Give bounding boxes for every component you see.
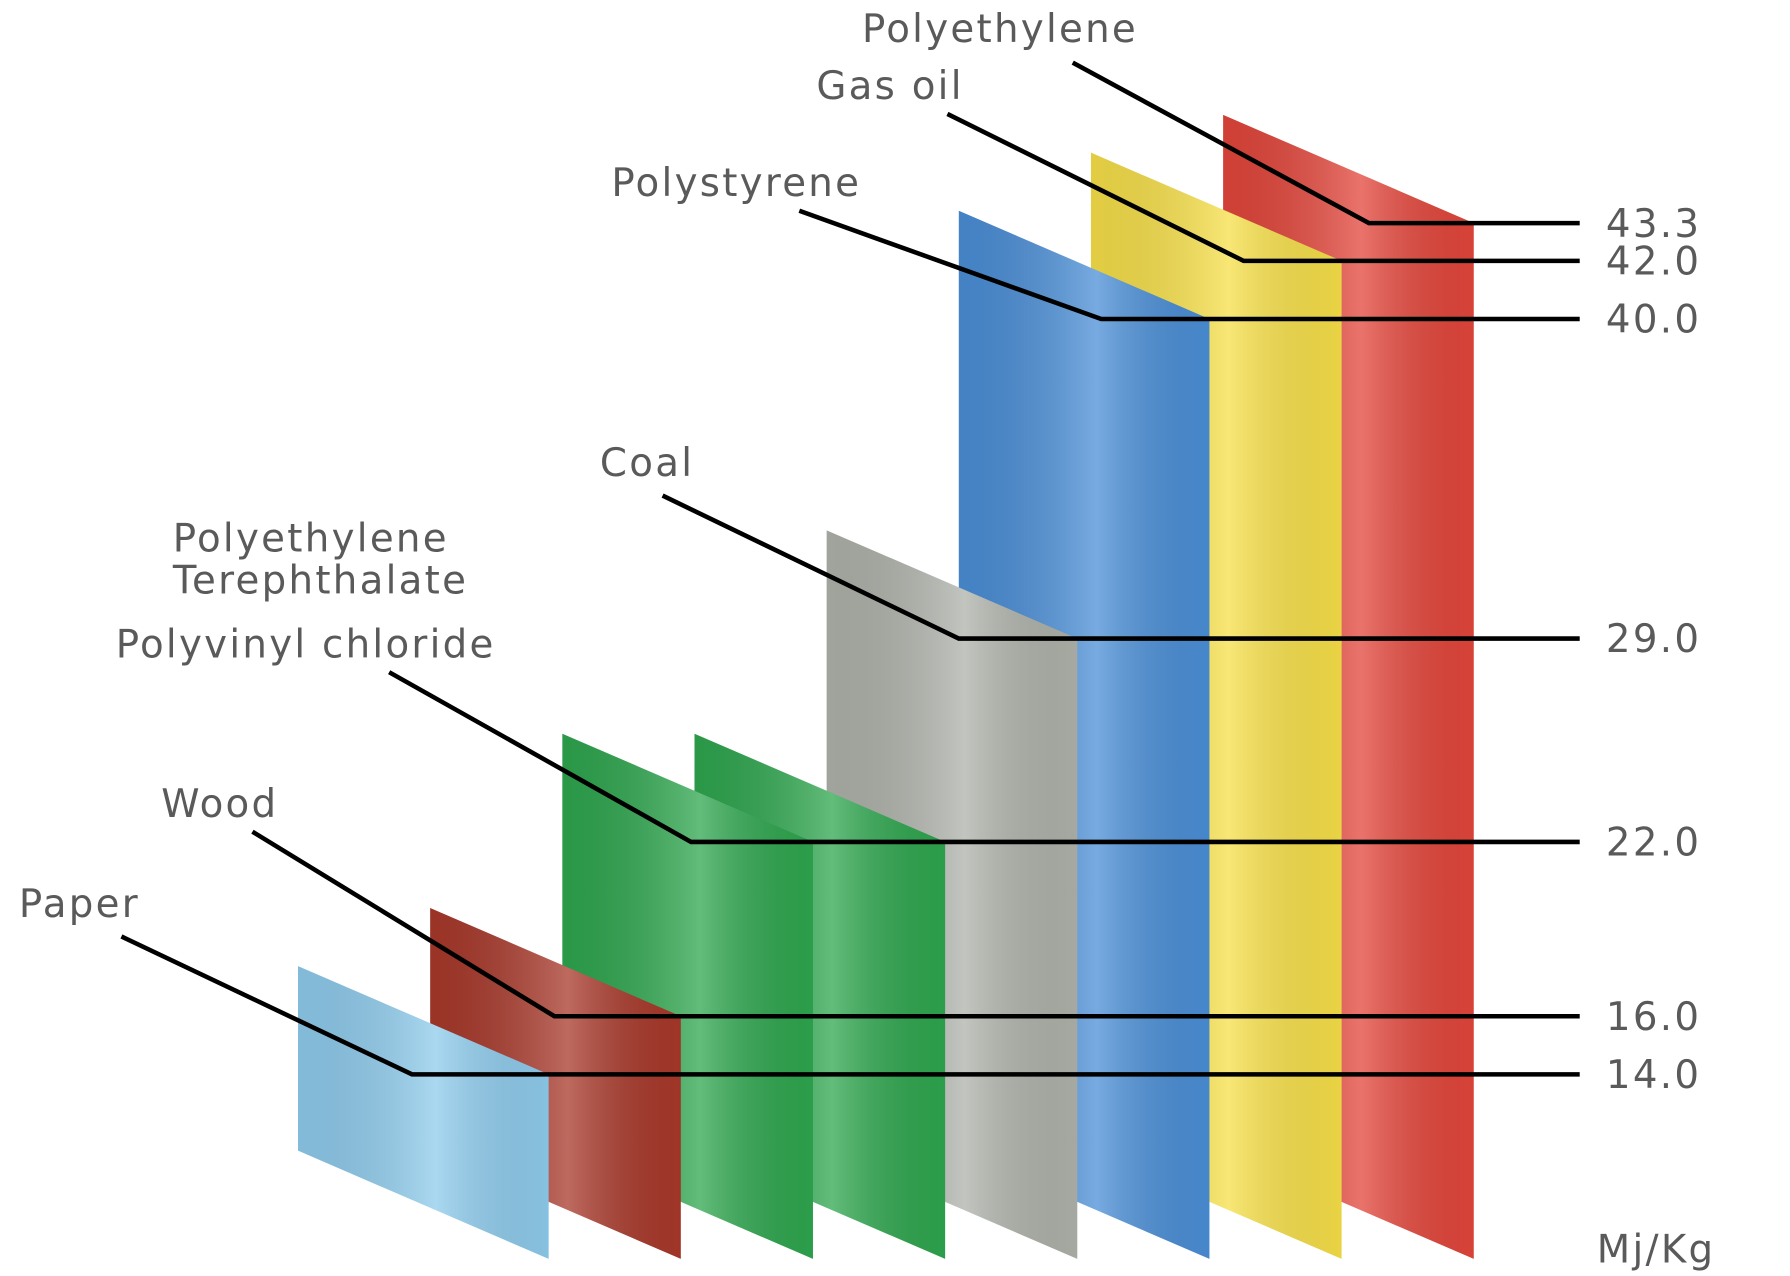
leader-line (1071, 60, 1580, 226)
leaders (120, 60, 1580, 1077)
leader-line (661, 493, 1580, 641)
value-label: 29.0 (1606, 617, 1701, 662)
category-label: Polyethylene (862, 7, 1138, 52)
value-label: 22.0 (1606, 821, 1701, 866)
category-label: Coal (600, 441, 694, 486)
category-label: Polyvinyl chloride (116, 622, 496, 667)
leader-line (388, 670, 1580, 845)
value-label: 43.3 (1606, 202, 1701, 247)
panels (298, 114, 1474, 1259)
value-label: 40.0 (1606, 298, 1701, 343)
value-label: 42.0 (1606, 240, 1701, 285)
leader-line (251, 829, 1580, 1019)
category-label: Polystyrene (611, 161, 861, 206)
leader-line (946, 111, 1580, 264)
value-label: 16.0 (1606, 995, 1701, 1040)
category-label: Wood (161, 782, 278, 827)
value-label: 14.0 (1606, 1053, 1701, 1098)
category-label: Paper (19, 882, 140, 927)
category-label: Polyethylene Terephthalate (172, 518, 469, 604)
category-label-box: Polyethylene Terephthalate (172, 518, 469, 604)
leader-line (798, 208, 1580, 322)
panel-shade (298, 966, 549, 1259)
category-label: Gas oil (816, 64, 963, 109)
leader-line (120, 934, 1580, 1077)
unit-label: Mj/Kg (1597, 1227, 1716, 1272)
